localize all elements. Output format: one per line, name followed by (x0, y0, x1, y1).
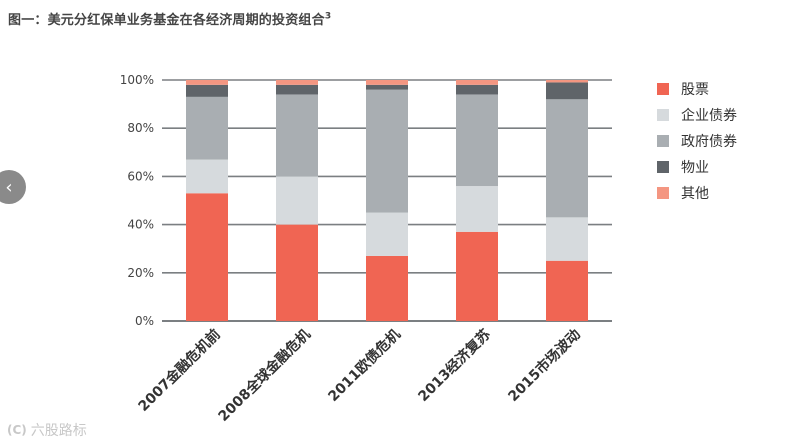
x-tick-label: 2015市场波动 (505, 326, 584, 405)
y-tick-label: 60% (127, 169, 154, 183)
bar-segment-3-4 (546, 82, 588, 100)
y-tick-label: 100% (120, 73, 154, 87)
bar-segment-2-3 (456, 94, 498, 187)
chart-title-text: 图一：美元分红保单业务基金在各经济周期的投资组合 (8, 13, 325, 28)
chart-title-footnote: 3 (324, 11, 332, 22)
legend-label-government-bonds: 政府债券 (681, 134, 737, 150)
bar-segment-0-2 (366, 255, 408, 321)
bar-segment-3-2 (366, 84, 408, 90)
y-tick-label: 80% (127, 121, 154, 135)
watermark: (C) 六股路标 (7, 420, 87, 440)
bar-segment-3-3 (456, 84, 498, 95)
y-tick-label: 20% (127, 266, 154, 280)
legend-item-stocks: 股票 (657, 76, 737, 102)
bar-segment-4-0 (186, 80, 228, 85)
previous-slide-button[interactable]: ‹ (0, 170, 26, 204)
bar-segment-0-3 (456, 231, 498, 321)
chevron-left-icon: ‹ (5, 176, 13, 198)
x-tick-label: 2008全球金融危机 (215, 326, 314, 425)
bar-segment-1-4 (546, 217, 588, 261)
chart-legend: 股票 企业债券 政府债券 物业 其他 (657, 76, 737, 206)
legend-item-government-bonds: 政府债券 (657, 128, 737, 154)
bar-segment-4-1 (276, 80, 318, 85)
bar-segment-3-1 (276, 84, 318, 95)
watermark-logo: (C) (7, 423, 27, 437)
bar-segment-0-4 (546, 260, 588, 321)
x-tick-label: 2007金融危机前 (135, 326, 224, 415)
bar-segment-0-1 (276, 224, 318, 321)
bar-segment-1-0 (186, 159, 228, 194)
legend-swatch-property (657, 161, 669, 173)
x-tick-label: 2011欧债危机 (325, 326, 404, 405)
legend-swatch-stocks (657, 83, 669, 95)
bar-segment-3-0 (186, 84, 228, 97)
chart-title: 图一：美元分红保单业务基金在各经济周期的投资组合3 (8, 9, 331, 28)
legend-label-property: 物业 (681, 160, 709, 176)
legend-swatch-other (657, 187, 669, 199)
bar-segment-4-4 (546, 80, 588, 83)
bar-segment-1-1 (276, 176, 318, 225)
legend-label-stocks: 股票 (681, 82, 709, 98)
bar-segment-2-1 (276, 94, 318, 177)
bar-segment-1-2 (366, 212, 408, 256)
watermark-text: 六股路标 (30, 423, 87, 439)
bar-segment-2-0 (186, 96, 228, 160)
legend-item-property: 物业 (657, 154, 737, 180)
x-tick-label: 2013经济复苏 (415, 326, 494, 405)
legend-swatch-corporate-bonds (657, 109, 669, 121)
legend-label-corporate-bonds: 企业债券 (681, 108, 737, 124)
bar-segment-4-2 (366, 80, 408, 85)
legend-label-other: 其他 (681, 186, 709, 202)
bar-segment-0-0 (186, 193, 228, 321)
bar-segment-1-3 (456, 186, 498, 232)
bar-segment-2-4 (546, 99, 588, 218)
y-tick-label: 0% (135, 314, 154, 328)
legend-swatch-government-bonds (657, 135, 669, 147)
bar-segment-2-2 (366, 89, 408, 213)
bar-segment-4-3 (456, 80, 498, 85)
y-tick-label: 40% (127, 218, 154, 232)
legend-item-corporate-bonds: 企业债券 (657, 102, 737, 128)
legend-item-other: 其他 (657, 180, 737, 206)
